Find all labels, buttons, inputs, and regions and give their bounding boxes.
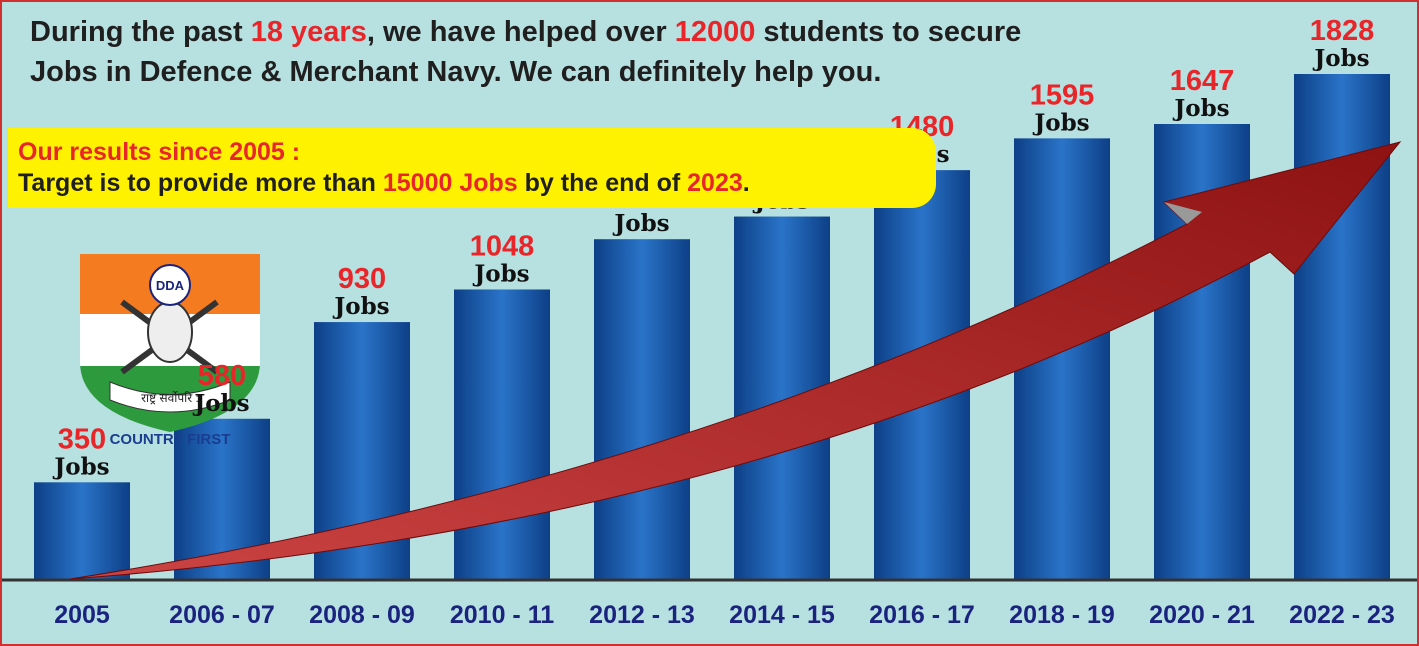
value-unit: Jobs <box>52 453 109 480</box>
text-line: Our results since 2005 : <box>18 137 936 168</box>
text-segment: , we have helped over <box>367 16 675 48</box>
value-label: 350 <box>58 423 106 455</box>
value-unit: Jobs <box>192 390 249 417</box>
bar <box>594 239 690 579</box>
value-label: 1647 <box>1170 65 1235 97</box>
text-segment: 18 years <box>251 16 367 48</box>
value-unit: Jobs <box>332 293 389 320</box>
text-segment: 2023 <box>687 169 743 197</box>
x-tick-label: 2010 - 11 <box>450 601 554 629</box>
headline: During the past 18 years, we have helped… <box>30 12 1021 92</box>
text-segment: Target is to provide more than <box>18 169 383 197</box>
infographic: DDA राष्ट्र सर्वोपरि : COUNTRY FIRST 350… <box>0 0 1419 646</box>
text-segment: students to secure <box>755 16 1021 48</box>
value-label: 1828 <box>1310 15 1375 47</box>
logo-caption: COUNTRY FIRST <box>110 431 231 448</box>
logo-motto: राष्ट्र सर्वोपरि : <box>141 391 199 405</box>
value-label: 1595 <box>1030 79 1095 111</box>
value-unit: Jobs <box>1312 45 1369 72</box>
x-tick-label: 2022 - 23 <box>1289 601 1395 629</box>
x-tick-label: 2014 - 15 <box>729 601 835 629</box>
value-label: 580 <box>198 360 246 392</box>
text-segment: 15000 Jobs <box>383 169 518 197</box>
x-tick-label: 2006 - 07 <box>169 601 275 629</box>
text-line: Target is to provide more than 15000 Job… <box>18 168 936 199</box>
value-label: 930 <box>338 263 386 295</box>
text-segment: Jobs in Defence & Merchant Navy. We can … <box>30 56 881 88</box>
value-unit: Jobs <box>1172 95 1229 122</box>
text-segment: 12000 <box>675 16 756 48</box>
banner: Our results since 2005 :Target is to pro… <box>8 128 936 208</box>
value-label: 1048 <box>470 230 535 262</box>
x-tick-label: 2012 - 13 <box>589 601 695 629</box>
x-tick-label: 2016 - 17 <box>869 601 975 629</box>
x-tick-label: 2008 - 09 <box>309 601 415 629</box>
value-unit: Jobs <box>1032 109 1089 136</box>
logo-badge: DDA <box>156 278 185 293</box>
text-line: Jobs in Defence & Merchant Navy. We can … <box>30 52 1021 92</box>
value-unit: Jobs <box>472 260 529 287</box>
bar <box>34 482 130 579</box>
x-tick-label: 2018 - 19 <box>1009 601 1115 629</box>
x-tick-label: 2005 <box>54 601 110 629</box>
text-segment: by the end of <box>518 169 687 197</box>
text-segment: During the past <box>30 16 251 48</box>
bar <box>454 289 550 579</box>
text-segment: . <box>743 169 750 197</box>
text-line: During the past 18 years, we have helped… <box>30 12 1021 52</box>
value-unit: Jobs <box>612 210 669 237</box>
text-segment: Our results since 2005 : <box>18 138 300 166</box>
chart: DDA राष्ट्र सर्वोपरि : COUNTRY FIRST 350… <box>2 2 1417 644</box>
x-tick-label: 2020 - 21 <box>1149 601 1255 629</box>
